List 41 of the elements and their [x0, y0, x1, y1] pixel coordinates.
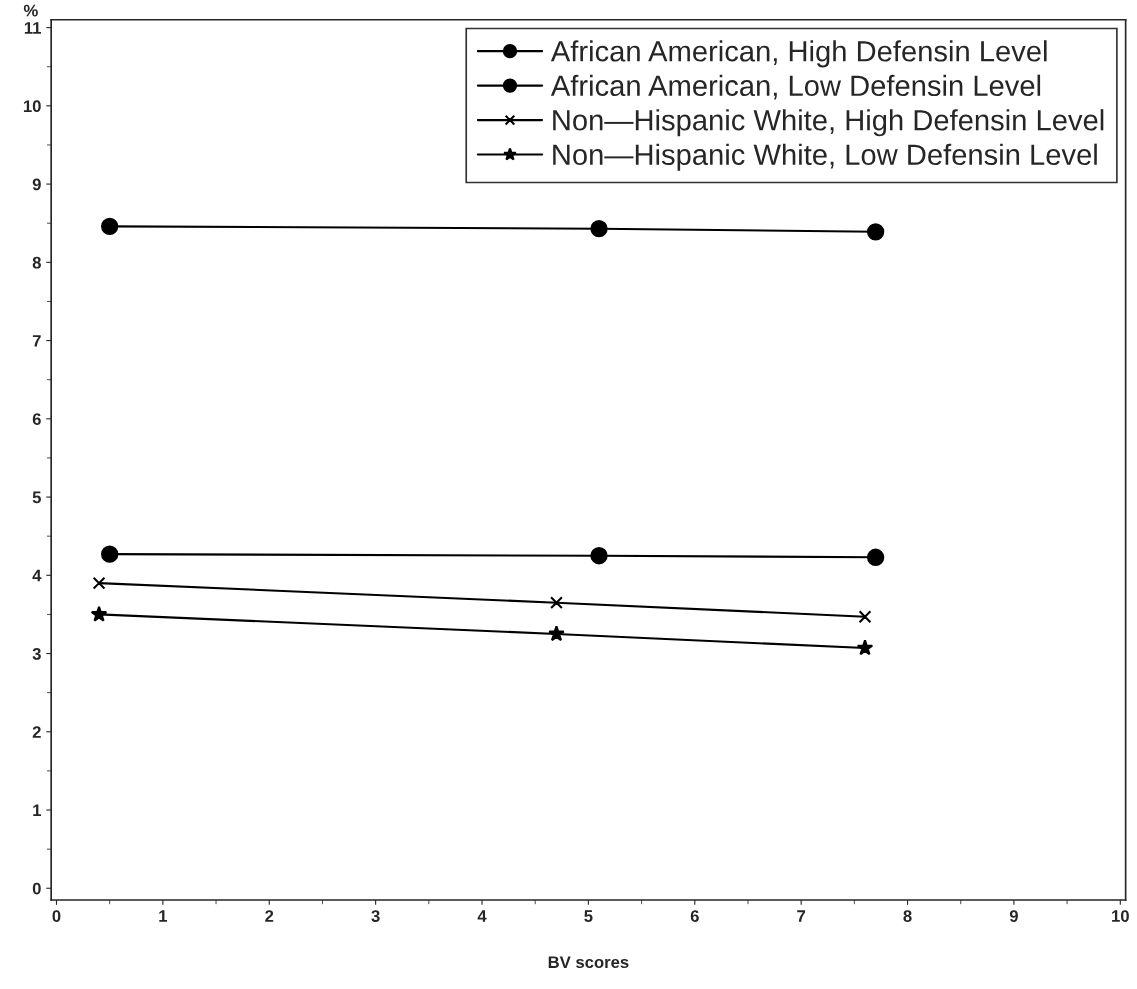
x-axis-title: BV scores	[548, 956, 629, 969]
x-tick-label: 1	[159, 910, 168, 922]
point	[550, 596, 563, 610]
point	[92, 576, 106, 590]
point	[548, 625, 565, 642]
point	[101, 545, 119, 563]
y-axis-title: %	[23, 4, 38, 17]
legend-label: African American, Low Defensin Level	[550, 74, 1041, 100]
x-tick-label: 5	[584, 910, 593, 922]
y-tick-label: 5	[32, 491, 41, 504]
y-tick-label: 4	[32, 569, 42, 582]
x-tick-label: 10	[1112, 910, 1129, 922]
y-tick-label: 3	[32, 647, 41, 660]
x-tick-label: 9	[1009, 910, 1018, 922]
x-tick-label: 4	[477, 910, 487, 922]
y-tick-label: 6	[32, 413, 41, 426]
y-tick-label: 1	[33, 804, 41, 817]
x-tick-label: 7	[797, 910, 806, 922]
x-tick-label: 8	[903, 910, 912, 922]
point	[858, 610, 872, 624]
point	[866, 223, 885, 241]
point	[590, 220, 608, 238]
point	[101, 217, 119, 236]
legend-label: African American, High Defensin Level	[550, 40, 1047, 68]
y-tick-label: 7	[32, 335, 41, 347]
y-tick-label: 11	[24, 22, 41, 34]
y-tick-label: 0	[32, 882, 41, 895]
legend-label: Non—Hispanic White, High Defensin Level	[553, 109, 1104, 137]
x-tick-label: 0	[52, 910, 61, 922]
point	[590, 547, 608, 565]
point	[856, 639, 874, 656]
x-tick-label: 6	[690, 910, 699, 922]
x-tick-label: 3	[371, 910, 380, 922]
y-tick-label: 8	[32, 256, 41, 269]
y-tick-label: 9	[32, 178, 41, 191]
point	[90, 605, 108, 622]
x-tick-label: 2	[265, 910, 274, 922]
point	[866, 548, 885, 566]
legend-label: Non—Hispanic White, Low Defensin Level	[553, 143, 1097, 171]
y-tick-label: 2	[32, 726, 41, 738]
y-tick-label: 10	[23, 100, 41, 113]
